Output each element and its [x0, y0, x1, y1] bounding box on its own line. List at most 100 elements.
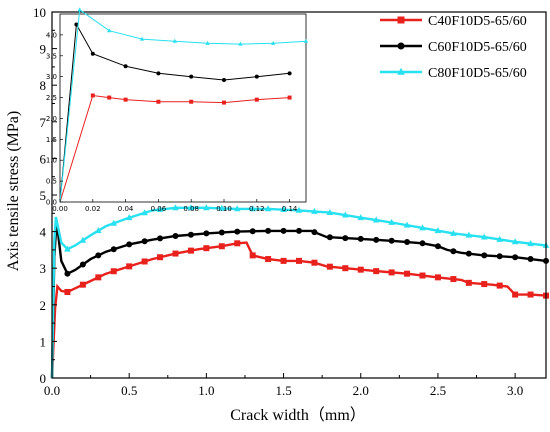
- series-point-1: [203, 245, 210, 252]
- series-point-1: [311, 259, 318, 266]
- inset-plot: 0.0 0.5 1.0 1.5 2.0 2.5 3.0 3.5 4.0 0.00 0.02 0.04 0…: [46, 7, 309, 213]
- series-point-2: [512, 254, 519, 261]
- y-tick-label: 1: [40, 334, 47, 349]
- series-point-2: [326, 234, 333, 241]
- series-point-3: [280, 206, 287, 213]
- series-point-2: [249, 228, 256, 235]
- series-point-2: [404, 239, 411, 246]
- series-point-1: [326, 263, 333, 270]
- inset-series-point-1: [254, 97, 259, 102]
- series-point-2: [450, 248, 457, 255]
- series-point-3: [465, 231, 473, 238]
- series-point-3: [419, 224, 426, 231]
- series-point-1: [388, 269, 395, 276]
- series-point-1: [357, 266, 364, 273]
- series-point-2: [64, 270, 71, 277]
- inset-series-3: [59, 7, 309, 203]
- series-point-3: [110, 219, 118, 226]
- series-point-3: [249, 205, 256, 212]
- series-point-3: [264, 205, 272, 212]
- y-tick-label: 4: [40, 225, 47, 240]
- inset-series-point-3: [205, 40, 210, 45]
- series-point-2: [280, 227, 287, 234]
- inset-y-tick-label: 2.5: [46, 94, 57, 102]
- series-point-1: [218, 243, 225, 250]
- inset-series-point-3: [271, 40, 276, 45]
- series-point-2: [203, 230, 210, 237]
- inset-y-tick-label: 1.5: [46, 136, 57, 144]
- inset-series-2: [59, 22, 292, 203]
- y-tick-label: 10: [33, 5, 46, 20]
- legend-item: C60F10D5-65/60: [380, 40, 527, 55]
- inset-frame: [59, 13, 307, 203]
- series-point-3: [342, 211, 349, 218]
- series-point-3: [79, 236, 87, 243]
- inset-series-point-1: [90, 93, 95, 98]
- series-point-1: [265, 256, 272, 263]
- series-point-1: [450, 276, 457, 283]
- series-point-2: [311, 229, 318, 236]
- series-point-1: [404, 270, 411, 277]
- inset-x-tick-label: 0.06: [151, 205, 167, 213]
- series-point-2: [434, 243, 441, 250]
- series-point-2: [419, 240, 426, 247]
- series-point-1: [79, 281, 86, 288]
- inset-series-point-3: [77, 7, 82, 12]
- inset-x-tick-label: 0.00: [52, 205, 68, 213]
- series-point-1: [434, 274, 441, 281]
- legend: C40F10D5-65/60 C60F10D5-65/60 C80F10D5-65/…: [380, 14, 527, 81]
- series-point-3: [372, 216, 380, 223]
- series-point-3: [511, 238, 519, 245]
- x-tick-label: 1.0: [198, 383, 214, 398]
- series-point-3: [125, 214, 133, 221]
- inset-y-tick-label: 2.0: [46, 115, 57, 123]
- series-point-1: [234, 240, 241, 247]
- series-point-1: [172, 250, 179, 257]
- series-point-2: [357, 235, 364, 242]
- inset-y-tick-label: 3.5: [46, 52, 57, 60]
- series-3: [50, 204, 550, 379]
- y-tick-label: 7: [40, 115, 47, 130]
- series-point-2: [141, 238, 148, 245]
- series-point-3: [156, 205, 164, 212]
- legend-label: C60F10D5-65/60: [428, 40, 527, 55]
- series-point-1: [342, 265, 349, 272]
- legend-marker: [397, 16, 405, 24]
- series-point-1: [157, 254, 164, 261]
- legend-label: C80F10D5-65/60: [428, 66, 527, 81]
- inset-series-point-1: [189, 99, 194, 104]
- inset-series-point-3: [139, 36, 145, 41]
- legend-marker: [397, 67, 405, 75]
- series-point-2: [126, 241, 133, 248]
- series-point-1: [141, 258, 148, 265]
- inset-series-point-2: [254, 74, 259, 79]
- series-point-3: [311, 207, 318, 214]
- y-tick-label: 3: [40, 261, 47, 276]
- inset-series-point-3: [238, 41, 243, 46]
- series-point-1: [64, 288, 71, 295]
- x-tick-label: 1.5: [275, 383, 291, 398]
- series-point-1: [481, 281, 488, 288]
- y-tick-label: 0: [40, 371, 47, 386]
- inset-y-tick-label: 4.0: [46, 31, 57, 39]
- series-point-1: [419, 272, 426, 279]
- inset-series-point-3: [303, 38, 309, 43]
- series-point-1: [110, 268, 117, 275]
- series-point-3: [434, 227, 442, 234]
- main-plot: 0 1 2 3 4 5 6 7 8 9 10 0.0 0.5 1.0 1.5 2.0 2.5 3.0: [33, 5, 550, 398]
- series-point-2: [481, 252, 488, 259]
- inset-series-point-1: [123, 97, 128, 102]
- series-point-1: [527, 291, 534, 298]
- series-point-3: [95, 227, 102, 234]
- series-point-3: [233, 205, 241, 212]
- series-point-1: [296, 257, 302, 264]
- series-point-1: [373, 268, 380, 275]
- x-tick-label: 0.0: [44, 383, 60, 398]
- inset-series-point-2: [74, 22, 79, 27]
- legend-label: C40F10D5-65/60: [428, 14, 527, 29]
- series-point-2: [373, 236, 380, 243]
- x-tick-label: 3.0: [507, 383, 523, 398]
- y-tick-label: 8: [40, 78, 47, 93]
- series-point-3: [187, 204, 195, 211]
- y-tick-label: 9: [40, 42, 47, 57]
